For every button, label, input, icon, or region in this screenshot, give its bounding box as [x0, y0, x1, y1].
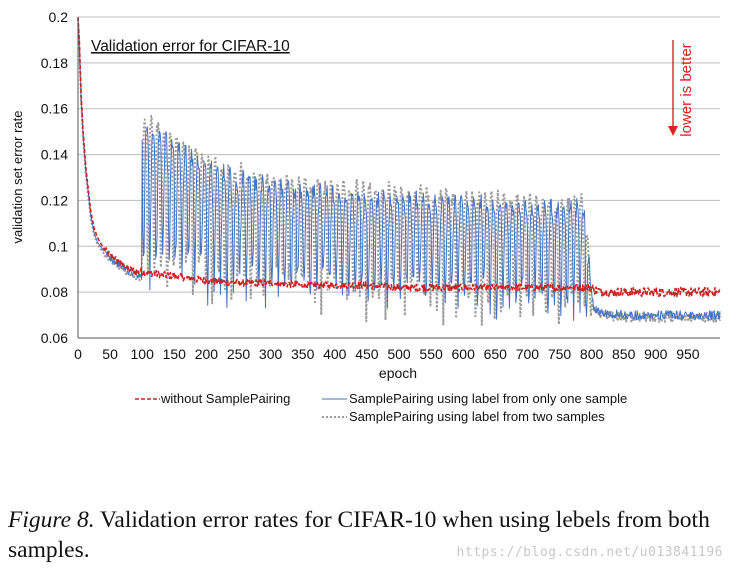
- y-axis-ticks: 0.06 0.08 0.1 0.12 0.14 0.16 0.18 0.2: [41, 9, 68, 346]
- legend-label-one-sample: SamplePairing using label from only one …: [349, 391, 627, 406]
- figure-caption-text: Validation error rates for CIFAR-10 when…: [8, 507, 710, 563]
- x-tick-label: 550: [419, 346, 443, 362]
- legend-label-two-samples: SamplePairing using label from two sampl…: [349, 409, 605, 424]
- x-tick-label: 400: [323, 346, 347, 362]
- x-axis-label: epoch: [379, 365, 417, 381]
- y-tick-label: 0.06: [41, 330, 68, 346]
- x-tick-label: 50: [102, 346, 118, 362]
- legend-label-without-samplepairing: without SamplePairing: [160, 391, 290, 406]
- annotation-arrow-head: [668, 126, 678, 136]
- chart-title: Validation error for CIFAR-10: [91, 38, 290, 55]
- x-tick-label: 800: [580, 346, 604, 362]
- x-tick-label: 500: [387, 346, 411, 362]
- x-tick-label: 300: [259, 346, 283, 362]
- x-tick-label: 600: [452, 346, 476, 362]
- validation-error-chart: 0.06 0.08 0.1 0.12 0.14 0.16 0.18 0.2 0 50 100 150…: [10, 9, 721, 424]
- watermark: https://blog.csdn.net/u013841196: [456, 545, 723, 560]
- y-tick-label: 0.2: [49, 9, 69, 25]
- x-tick-label: 700: [516, 346, 540, 362]
- annotation-text: lower is better: [678, 43, 695, 136]
- x-axis-ticks: 0 50 100 150 200 250 300 350 400 450 500 550 600 650 7…: [74, 346, 700, 362]
- y-tick-label: 0.1: [49, 238, 69, 254]
- lower-is-better-annotation: lower is better: [668, 40, 695, 137]
- series-lines: [77, 16, 721, 326]
- legend: without SamplePairing SamplePairing usin…: [135, 391, 627, 424]
- x-tick-label: 850: [612, 346, 636, 362]
- x-tick-label: 350: [291, 346, 315, 362]
- y-tick-label: 0.18: [41, 55, 68, 71]
- y-axis-label: validation set error rate: [10, 111, 25, 244]
- y-tick-label: 0.12: [41, 192, 68, 208]
- x-tick-label: 650: [484, 346, 508, 362]
- y-tick-label: 0.14: [41, 147, 68, 163]
- figure-caption-label: Figure 8.: [8, 507, 95, 533]
- x-tick-label: 250: [227, 346, 251, 362]
- x-tick-label: 150: [163, 346, 187, 362]
- x-tick-label: 100: [131, 346, 155, 362]
- x-tick-label: 900: [644, 346, 668, 362]
- y-tick-label: 0.08: [41, 284, 68, 300]
- y-tick-label: 0.16: [41, 101, 68, 117]
- series-line-0: [77, 16, 721, 298]
- figure-caption: Figure 8. Validation error rates for CIF…: [8, 505, 728, 565]
- series-line-1: [77, 16, 721, 321]
- x-tick-label: 750: [548, 346, 572, 362]
- x-tick-label: 450: [355, 346, 379, 362]
- x-tick-label: 0: [74, 346, 82, 362]
- x-tick-label: 950: [676, 346, 700, 362]
- x-tick-label: 200: [195, 346, 219, 362]
